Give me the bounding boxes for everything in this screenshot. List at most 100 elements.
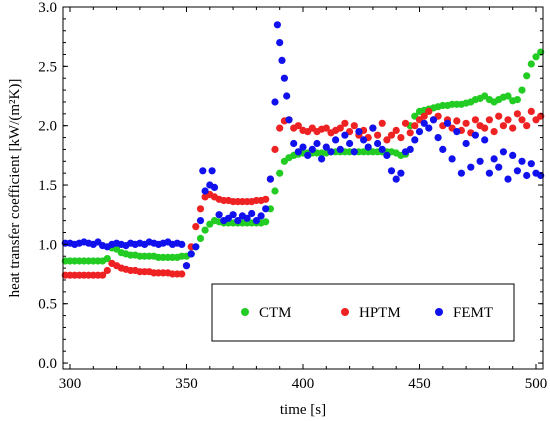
point-femt	[208, 167, 216, 175]
point-ctm	[262, 218, 270, 226]
point-femt	[332, 136, 340, 144]
legend-items: CTM HPTM FEMT	[241, 305, 493, 321]
point-femt	[374, 139, 382, 148]
point-hptm	[341, 119, 349, 127]
point-femt	[313, 139, 321, 148]
point-femt	[527, 160, 535, 168]
point-ctm	[103, 255, 111, 263]
point-femt	[276, 39, 284, 47]
point-femt	[278, 56, 286, 64]
point-femt	[257, 212, 265, 220]
point-femt	[453, 128, 461, 136]
point-femt	[406, 145, 414, 153]
point-ctm	[201, 226, 209, 234]
point-femt	[336, 145, 344, 153]
y-tick-label: 1.5	[38, 178, 57, 194]
point-hptm	[411, 122, 419, 130]
point-femt	[304, 151, 312, 159]
point-femt	[369, 124, 377, 132]
point-femt	[273, 21, 281, 29]
point-hptm	[420, 112, 428, 120]
y-tick-label: 0.5	[38, 297, 57, 313]
point-hptm	[425, 107, 433, 115]
point-hptm	[383, 136, 391, 144]
point-femt	[252, 217, 260, 225]
point-hptm	[509, 124, 517, 132]
point-femt	[415, 128, 424, 136]
point-femt	[364, 143, 372, 151]
point-femt	[210, 183, 219, 191]
series-layer	[61, 21, 545, 279]
point-femt	[471, 131, 479, 139]
point-femt	[509, 151, 517, 159]
point-hptm	[378, 119, 386, 127]
series-hptm	[61, 107, 545, 279]
point-femt	[434, 134, 442, 142]
point-femt	[523, 171, 531, 180]
point-femt	[243, 214, 251, 222]
point-femt	[485, 169, 493, 177]
point-femt	[327, 148, 335, 156]
point-femt	[201, 187, 209, 195]
point-hptm	[485, 116, 493, 124]
point-femt	[360, 136, 368, 144]
y-axis-title: heat transfer coefficient [kW/(m²K)]	[7, 79, 23, 298]
point-femt	[518, 157, 526, 165]
point-ctm	[532, 53, 540, 61]
point-femt	[266, 175, 274, 183]
point-femt	[283, 92, 291, 100]
point-hptm	[374, 131, 382, 139]
point-hptm	[504, 116, 512, 124]
point-hptm	[392, 126, 400, 134]
point-femt	[411, 136, 419, 144]
point-hptm	[527, 107, 535, 115]
point-femt	[322, 143, 330, 151]
point-femt	[346, 139, 354, 148]
point-hptm	[99, 271, 107, 279]
point-femt	[215, 211, 223, 219]
point-femt	[350, 148, 358, 156]
legend-marker-ctm	[241, 308, 249, 316]
legend-label-femt: FEMT	[453, 305, 493, 321]
point-hptm	[523, 122, 531, 130]
point-hptm	[518, 116, 526, 124]
point-femt	[495, 163, 503, 171]
legend-label-ctm: CTM	[259, 305, 292, 321]
x-tick-label: 400	[292, 376, 315, 392]
y-tick-label: 1.0	[38, 237, 57, 253]
series-femt	[61, 21, 545, 270]
point-femt	[387, 167, 396, 175]
x-tick-label: 300	[59, 376, 82, 392]
point-femt	[467, 163, 475, 171]
x-tick-label: 500	[525, 376, 548, 392]
point-femt	[439, 145, 447, 153]
point-hptm	[322, 124, 330, 132]
point-femt	[182, 262, 191, 270]
point-femt	[378, 145, 386, 153]
legend-box	[211, 283, 515, 342]
point-femt	[504, 175, 512, 183]
point-ctm	[504, 92, 512, 100]
point-femt	[476, 157, 484, 165]
point-femt	[318, 155, 326, 163]
point-hptm	[406, 129, 414, 137]
point-hptm	[294, 122, 302, 130]
point-hptm	[499, 122, 507, 130]
point-femt	[490, 155, 498, 163]
point-femt	[294, 148, 302, 156]
point-femt	[513, 167, 522, 175]
point-hptm	[350, 122, 358, 130]
point-femt	[308, 145, 316, 153]
point-hptm	[397, 134, 405, 142]
series-ctm	[61, 48, 545, 265]
x-tick-label: 350	[175, 376, 198, 392]
legend-label-hptm: HPTM	[359, 305, 401, 321]
y-tick-label: 0.0	[38, 356, 57, 372]
point-hptm	[103, 266, 111, 275]
point-femt	[425, 124, 433, 132]
point-hptm	[192, 223, 200, 231]
point-femt	[271, 98, 279, 106]
point-hptm	[387, 131, 396, 139]
point-hptm	[336, 124, 344, 132]
